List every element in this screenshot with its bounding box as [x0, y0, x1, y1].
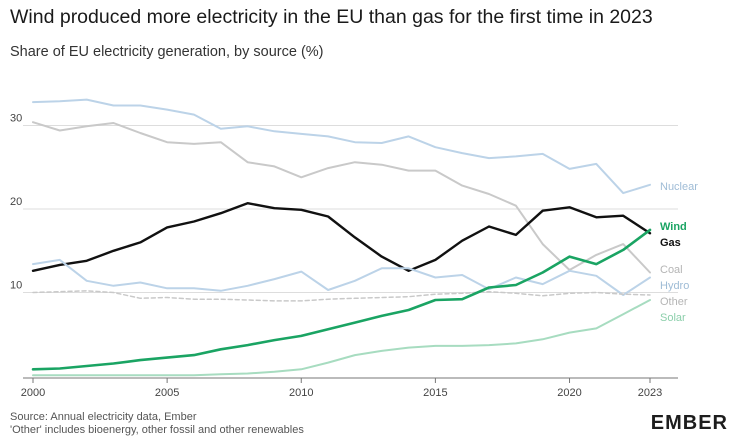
series-line-gas — [31, 201, 652, 272]
y-tick-label: 10 — [10, 280, 22, 292]
x-tick-label: 2020 — [557, 387, 581, 399]
series-line-nuclear — [32, 98, 651, 195]
series-line-hydro — [32, 258, 651, 296]
series-line-wind — [31, 228, 652, 371]
x-tick-label: 2010 — [289, 387, 313, 399]
series-line-other — [32, 290, 651, 302]
chart-title: Wind produced more electricity in the EU… — [10, 6, 653, 28]
series-label-coal: Coal — [660, 264, 683, 276]
x-tick-label: 2005 — [155, 387, 179, 399]
other-note: 'Other' includes bioenergy, other fossil… — [10, 424, 304, 436]
x-tick-label: 2015 — [423, 387, 447, 399]
series-line-solar — [32, 299, 651, 377]
series-label-hydro: Hydro — [660, 280, 689, 292]
series-label-nuclear: Nuclear — [660, 181, 698, 193]
y-tick-label: 20 — [10, 196, 22, 208]
source-note: Source: Annual electricity data, Ember — [10, 411, 197, 423]
series-label-solar: Solar — [660, 312, 686, 324]
series-label-gas: Gas — [660, 237, 681, 249]
ember-logo: EMBER — [650, 412, 728, 434]
x-tick-label: 2000 — [21, 387, 45, 399]
x-tick-label: 2023 — [638, 387, 662, 399]
series-label-other: Other — [660, 296, 688, 308]
series-label-wind: Wind — [660, 221, 687, 233]
y-tick-label: 30 — [10, 113, 22, 125]
series-line-coal — [32, 121, 651, 274]
chart-subtitle: Share of EU electricity generation, by s… — [10, 44, 324, 60]
